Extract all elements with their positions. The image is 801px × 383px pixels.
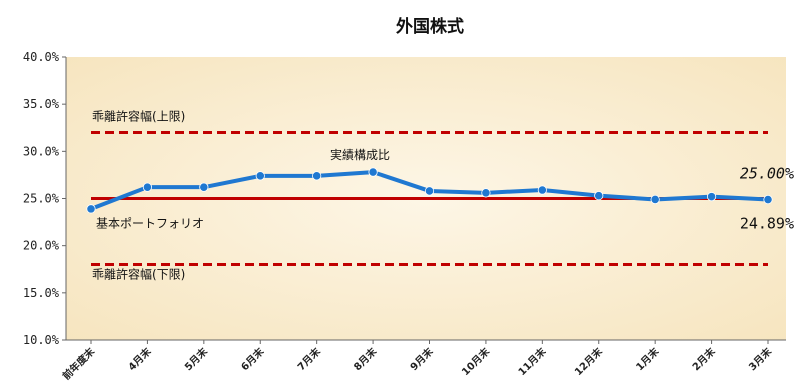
- y-axis: 10.0% 15.0% 20.0% 25.0% 30.0% 35.0% 40.0%: [23, 50, 67, 347]
- data-point: [763, 194, 773, 205]
- reference-line-label: 基本ポートフォリオ: [96, 217, 204, 231]
- chart-title: 外国株式: [396, 16, 464, 37]
- y-tick-label: 10.0%: [23, 333, 60, 347]
- data-point: [424, 186, 435, 196]
- y-tick-label: 20.0%: [23, 239, 60, 253]
- data-point: [594, 191, 604, 201]
- data-point: [537, 185, 547, 195]
- y-tick-label: 35.0%: [23, 97, 60, 111]
- series-label: 実績構成比: [330, 147, 390, 162]
- x-tick-label: 12月末: [572, 344, 606, 378]
- data-point: [255, 171, 265, 181]
- data-point: [86, 204, 96, 214]
- x-axis: 前年度末 4月末 5月末 6月末 7月末 8月末 9月末 10月末 11月末 12月末 1月末 2月末…: [60, 339, 786, 382]
- x-tick-label: 3月末: [746, 344, 775, 373]
- data-point: [142, 182, 153, 192]
- data-point: [312, 171, 322, 181]
- x-tick-label: 1月末: [633, 344, 662, 373]
- x-tick-label: 前年度末: [60, 344, 98, 382]
- x-tick-label: 7月末: [295, 344, 324, 373]
- y-tick-label: 15.0%: [23, 286, 60, 300]
- reference-line-label: 乖離許容幅(上限): [92, 108, 185, 123]
- x-tick-label: 6月末: [238, 344, 267, 373]
- data-point: [650, 194, 660, 205]
- x-tick-label: 11月末: [515, 344, 549, 378]
- x-tick-label: 10月末: [459, 344, 493, 378]
- target-value-label: 25.00%: [740, 165, 794, 183]
- x-tick-label: 5月末: [182, 344, 211, 373]
- data-point: [706, 192, 717, 202]
- y-tick-label: 30.0%: [23, 144, 60, 158]
- series: [86, 167, 773, 214]
- data-point: [481, 188, 491, 198]
- y-tick-label: 40.0%: [23, 50, 60, 64]
- data-point: [368, 167, 378, 177]
- x-tick-label: 4月末: [125, 344, 154, 373]
- y-tick-label: 25.0%: [23, 192, 60, 206]
- x-tick-label: 9月末: [407, 344, 436, 373]
- annotations: 実績構成比 25.00% 24.89%: [330, 147, 794, 232]
- last-value-label: 24.89%: [740, 215, 794, 233]
- x-tick-label: 8月末: [351, 344, 380, 373]
- reference-line-label: 乖離許容幅(下限): [92, 267, 185, 282]
- data-point: [199, 182, 209, 192]
- x-tick-label: 2月末: [689, 344, 718, 373]
